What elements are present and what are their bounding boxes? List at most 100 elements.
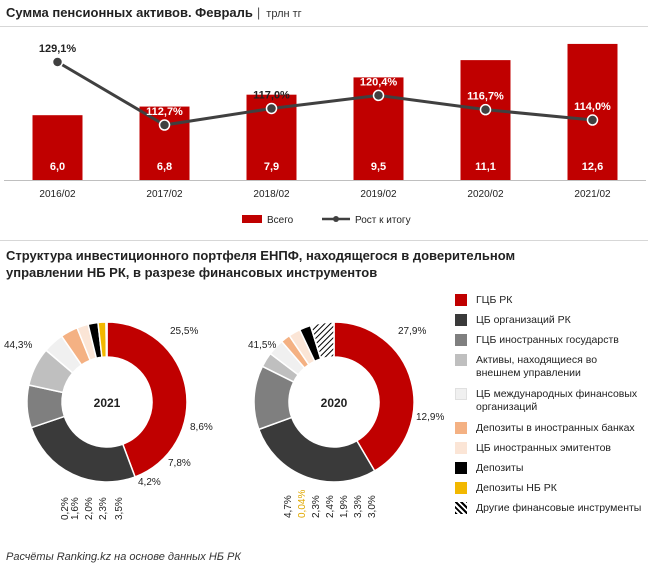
donut-value-label: 7,8% [168, 458, 191, 469]
pie-legend: ГЦБ РК ЦБ организаций РК ГЦБ иностранных г… [455, 290, 645, 550]
legend-label: ЦБ иностранных эмитентов [476, 442, 612, 454]
donut-value-label: 25,5% [170, 326, 198, 337]
donut-value-label: 2,0% [84, 497, 95, 520]
divider [0, 26, 648, 27]
growth-label: 117,0% [253, 89, 290, 101]
donut-value-label: 1,9% [339, 495, 350, 518]
legend-item: ЦБ организаций РК [455, 314, 644, 327]
legend-label: ЦБ международных финансовых организаций [476, 388, 638, 413]
donut-charts: 202144,3%25,5%8,6%7,8%4,2%3,5%2,3%2,0%1,… [4, 321, 444, 520]
legend-swatch [455, 334, 467, 346]
donut-value-label: 1,6% [70, 497, 81, 520]
growth-label: 120,4% [360, 76, 398, 88]
legend-swatch [455, 354, 467, 366]
bar [567, 43, 618, 180]
legend-label: ГЦБ иностранных государств [476, 334, 619, 346]
donut-value-label: 0,2% [60, 497, 71, 520]
title-separator: | [256, 5, 261, 20]
growth-label: 114,0% [574, 101, 611, 113]
x-tick-label: 2019/02 [360, 189, 397, 200]
legend-label: Активы, находящиеся во внешнем управлени… [476, 354, 598, 379]
legend-swatch [455, 502, 467, 514]
donut-value-label: 44,3% [4, 340, 32, 351]
chart-title: Сумма пенсионных активов. Февраль | трлн т… [6, 5, 302, 20]
growth-point [479, 103, 492, 116]
growth-label: 112,7% [146, 106, 183, 118]
legend-swatch [455, 462, 467, 474]
donut-value-label: 2,3% [311, 495, 322, 518]
legend-label: Другие финансовые инструменты [476, 502, 642, 514]
growth-label: 129,1% [39, 43, 77, 55]
bar-value-label: 7,9 [264, 161, 279, 173]
legend-label: Депозиты в иностранных банках [476, 422, 635, 434]
legend-item: Другие финансовые инструменты [455, 502, 644, 515]
chart-unit: трлн тг [266, 8, 302, 20]
donut-value-label: 12,9% [416, 412, 444, 423]
donut-value-label: 4,7% [283, 495, 294, 518]
growth-line [56, 60, 593, 127]
legend-swatch [455, 294, 467, 306]
donut-value-label: 41,5% [248, 340, 276, 351]
donut-center-label: 2020 [321, 396, 348, 410]
bar-chart-legend: Всего Рост к итогу [242, 215, 411, 226]
legend-swatch [455, 422, 467, 434]
divider [0, 240, 648, 241]
legend-item: Депозиты [455, 462, 644, 475]
bar [139, 106, 190, 180]
bar-value-label: 12,6 [582, 161, 603, 173]
donut-value-label: 27,9% [398, 326, 426, 337]
x-tick-label: 2021/02 [574, 189, 611, 200]
growth-point [372, 89, 385, 102]
donut-center-label: 2021 [94, 396, 121, 410]
growth-point [51, 56, 64, 68]
legend-item: Депозиты в иностранных банках [455, 422, 644, 435]
donut-value-label: 4,2% [138, 477, 161, 488]
bar-value-label: 6,0 [50, 161, 65, 173]
bar [460, 60, 511, 181]
legend-label: ЦБ организаций РК [476, 314, 571, 326]
legend-item: ГЦБ РК [455, 294, 644, 307]
legend-label: Депозиты [476, 462, 524, 474]
donut-value-label: 2,4% [325, 495, 336, 518]
footnote: Расчёты Ranking.kz на основе данных НБ Р… [6, 551, 241, 563]
donut-value-label: 3,0% [367, 495, 378, 518]
legend-item: Активы, находящиеся во внешнем управлени… [455, 354, 644, 380]
donut-slice [333, 321, 415, 472]
bar-value-label: 9,5 [371, 161, 386, 173]
donut-value-label: 8,6% [190, 422, 213, 433]
bar [32, 115, 83, 180]
x-tick-label: 2017/02 [146, 189, 183, 200]
donut-slice [309, 321, 335, 360]
donut-slice [257, 416, 376, 483]
x-tick-label: 2018/02 [253, 189, 290, 200]
bar-value-label: 11,1 [475, 161, 496, 173]
bar-line-chart: 6,0 2016/02 6,8 2017/02 7,9 2018/02 9,5 2019/02… [4, 43, 646, 226]
x-tick-label: 2020/02 [467, 189, 504, 200]
legend-swatch [455, 442, 467, 454]
x-tick-label: 2016/02 [39, 189, 76, 200]
legend-item: ЦБ иностранных эмитентов [455, 442, 644, 455]
donut-value-label: 2,3% [98, 497, 109, 520]
section-title: Структура инвестиционного портфеля ЕНПФ,… [6, 248, 516, 280]
bar-value-label: 6,8 [157, 161, 172, 173]
legend-label: ГЦБ РК [476, 294, 513, 306]
legend-label: Депозиты НБ РК [476, 482, 557, 494]
legend-item: ЦБ международных финансовых организаций [455, 388, 644, 414]
donut-value-label: 3,3% [353, 495, 364, 518]
legend-swatch-total [242, 215, 262, 223]
growth-point [586, 114, 599, 126]
donut-value-label: 0,04% [297, 490, 308, 518]
growth-point [265, 102, 278, 115]
donut-slice [106, 321, 188, 478]
legend-item: ГЦБ иностранных государств [455, 334, 644, 347]
legend-item: Депозиты НБ РК [455, 482, 644, 495]
chart-title-text: Сумма пенсионных активов. Февраль [6, 5, 253, 20]
donut-slice [105, 321, 108, 358]
legend-swatch [455, 388, 467, 400]
legend-swatch [455, 314, 467, 326]
legend-swatch [455, 482, 467, 494]
donut-slice [30, 415, 137, 483]
legend-label-growth: Рост к итогу [355, 215, 411, 226]
legend-label-total: Всего [267, 215, 294, 226]
legend-marker-growth [333, 216, 339, 222]
